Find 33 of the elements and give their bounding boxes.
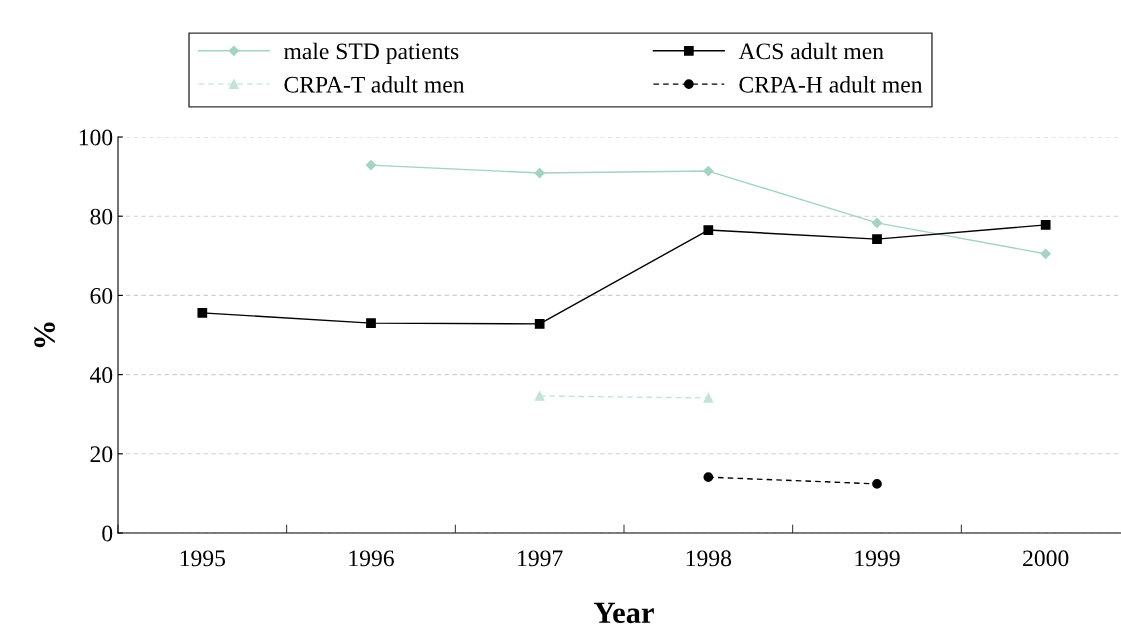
point [703, 225, 714, 235]
point [366, 318, 376, 328]
x-tick-label: 2000 [1023, 550, 1069, 567]
point [1040, 248, 1051, 259]
point [534, 167, 545, 179]
point [703, 472, 714, 483]
x-axis-title: Year [594, 602, 654, 624]
point [872, 234, 882, 245]
y-tick-label: 40 [89, 367, 113, 384]
legend-label: CRPA-T adult men [284, 76, 465, 93]
point [534, 319, 545, 329]
x-tick-label: 1998 [686, 550, 732, 567]
point [365, 160, 377, 171]
x-tick-label: 1995 [180, 550, 226, 567]
legend-label: ACS adult men [738, 42, 884, 60]
point [534, 391, 545, 401]
y-tick-label: 60 [90, 287, 113, 304]
point [197, 307, 208, 318]
point [703, 165, 714, 177]
point [1040, 220, 1051, 230]
point [703, 393, 714, 403]
x-tick-label: 1999 [855, 550, 900, 567]
y-tick-label: 80 [90, 208, 113, 225]
legend-label: CRPA-H adult men [739, 76, 923, 93]
legend-label: male STD patients [283, 42, 459, 65]
point [872, 479, 882, 489]
x-tick-label: 1996 [349, 550, 394, 567]
y-tick-label: 20 [90, 446, 113, 463]
x-tick-label: 1997 [518, 550, 563, 567]
y-axis-title: % [34, 322, 55, 348]
y-tick-label: 100 [79, 129, 113, 146]
point [871, 217, 883, 229]
y-tick-label: 0 [102, 525, 113, 542]
